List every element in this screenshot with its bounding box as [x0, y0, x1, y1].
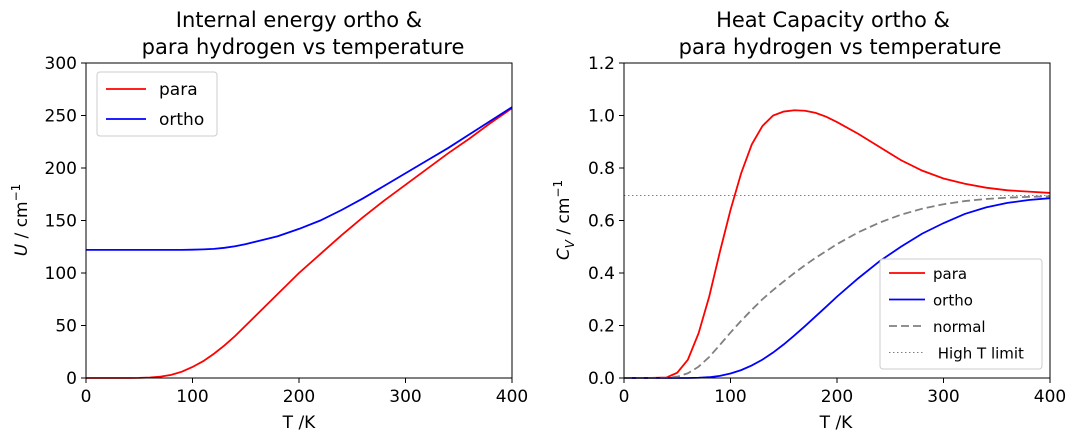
chart-title-line1: Internal energy ortho & [176, 8, 422, 32]
y-tick-label: 1.0 [588, 107, 615, 127]
y-axis-label-symbol: U [12, 243, 32, 256]
chart-title-line2: para hydrogen vs temperature [142, 35, 465, 59]
y-tick-label: 200 [45, 159, 77, 179]
y-tick-label: 1.2 [588, 54, 615, 74]
y-tick-label: 0.6 [588, 212, 615, 232]
y-tick-label: 0.8 [588, 159, 615, 179]
x-tick-label: 300 [927, 387, 959, 407]
chart-title-line2: para hydrogen vs temperature [679, 35, 1002, 59]
x-tick-label: 200 [283, 387, 315, 407]
series-line-normal [624, 195, 1051, 379]
x-axis-label: T /K [282, 413, 317, 433]
y-tick-label: 0 [66, 369, 77, 389]
plot-area: 0 100 200 300 400 0.0 0.2 0.4 0.6 0.8 1.0 1.2 para or… [588, 54, 1066, 407]
legend-label: para [933, 265, 967, 283]
x-tick-label: 400 [496, 387, 528, 407]
y-tick-label: 150 [45, 212, 77, 232]
y-tick-label: 300 [45, 54, 77, 74]
y-axis-label-unit: / cm [554, 198, 574, 240]
y-tick-label: 0.0 [588, 369, 615, 389]
x-tick-label: 0 [81, 387, 92, 407]
y-tick-label: 250 [45, 107, 77, 127]
chart-title-line1: Heat Capacity ortho & [716, 8, 950, 32]
x-axis-label: T /K [819, 413, 854, 433]
y-tick-label: 50 [55, 317, 77, 337]
y-axis-label-exponent: −1 [551, 180, 565, 198]
legend-label: ortho [159, 110, 204, 130]
heat-capacity-chart: Heat Capacity ortho & para hydrogen vs t… [551, 8, 1066, 433]
series-line-para [624, 109, 1051, 379]
internal-energy-chart: Internal energy ortho & para hydrogen vs… [9, 8, 528, 433]
series-line-ortho [86, 106, 513, 251]
legend: para ortho [96, 71, 218, 137]
y-axis-label-exponent: −1 [9, 184, 23, 202]
legend-label: ortho [933, 292, 973, 310]
y-tick-label: 0.4 [588, 264, 615, 284]
legend-label: para [159, 80, 198, 100]
x-tick-label: 300 [389, 387, 421, 407]
plot-area: 0 100 200 300 400 0 50 100 150 200 250 300 para ortho [45, 54, 529, 407]
x-tick-label: 100 [176, 387, 208, 407]
x-tick-label: 200 [821, 387, 853, 407]
series-line-para [86, 107, 513, 379]
y-axis-label-subscript: V [563, 239, 577, 248]
legend: para ortho normal High T limit [879, 258, 1043, 370]
x-tick-label: 0 [619, 387, 630, 407]
y-axis-label: CV / cm−1 [551, 180, 577, 260]
legend-label: High T limit [933, 345, 1024, 363]
x-tick-label: 100 [714, 387, 746, 407]
legend-box [96, 71, 218, 137]
y-tick-label: 100 [45, 264, 77, 284]
y-axis-label: U / cm−1 [9, 184, 32, 257]
y-tick-label: 0.2 [588, 317, 615, 337]
legend-box [879, 258, 1043, 370]
x-tick-label: 400 [1034, 387, 1066, 407]
legend-label: normal [933, 318, 986, 336]
y-axis-label-symbol: C [554, 248, 574, 260]
y-axis-label-unit: / cm [12, 201, 32, 243]
